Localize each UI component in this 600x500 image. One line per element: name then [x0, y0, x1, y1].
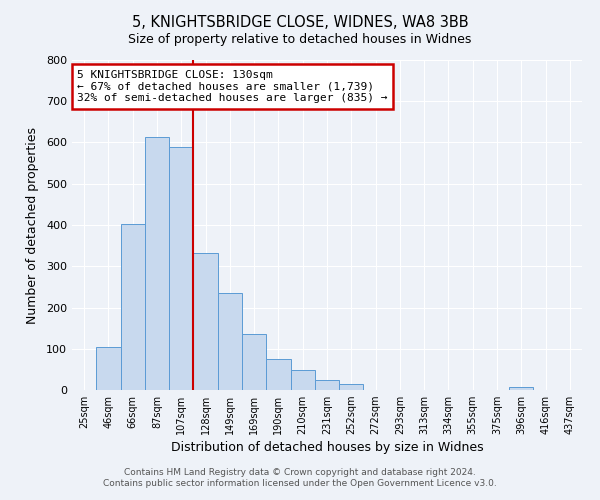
Bar: [121, 224, 145, 390]
Text: Contains HM Land Registry data © Crown copyright and database right 2024.
Contai: Contains HM Land Registry data © Crown c…: [103, 468, 497, 487]
Bar: [96, 346, 121, 390]
X-axis label: Distribution of detached houses by size in Widnes: Distribution of detached houses by size …: [170, 442, 484, 454]
Bar: [218, 292, 242, 390]
Bar: [339, 384, 364, 390]
Text: Size of property relative to detached houses in Widnes: Size of property relative to detached ho…: [128, 32, 472, 46]
Bar: [145, 136, 169, 390]
Bar: [242, 334, 266, 390]
Bar: [266, 359, 290, 390]
Bar: [509, 386, 533, 390]
Bar: [193, 252, 218, 390]
Bar: [315, 380, 339, 390]
Y-axis label: Number of detached properties: Number of detached properties: [26, 126, 39, 324]
Bar: [169, 146, 193, 390]
Text: 5 KNIGHTSBRIDGE CLOSE: 130sqm
← 67% of detached houses are smaller (1,739)
32% o: 5 KNIGHTSBRIDGE CLOSE: 130sqm ← 67% of d…: [77, 70, 388, 103]
Text: 5, KNIGHTSBRIDGE CLOSE, WIDNES, WA8 3BB: 5, KNIGHTSBRIDGE CLOSE, WIDNES, WA8 3BB: [131, 15, 469, 30]
Bar: [290, 370, 315, 390]
